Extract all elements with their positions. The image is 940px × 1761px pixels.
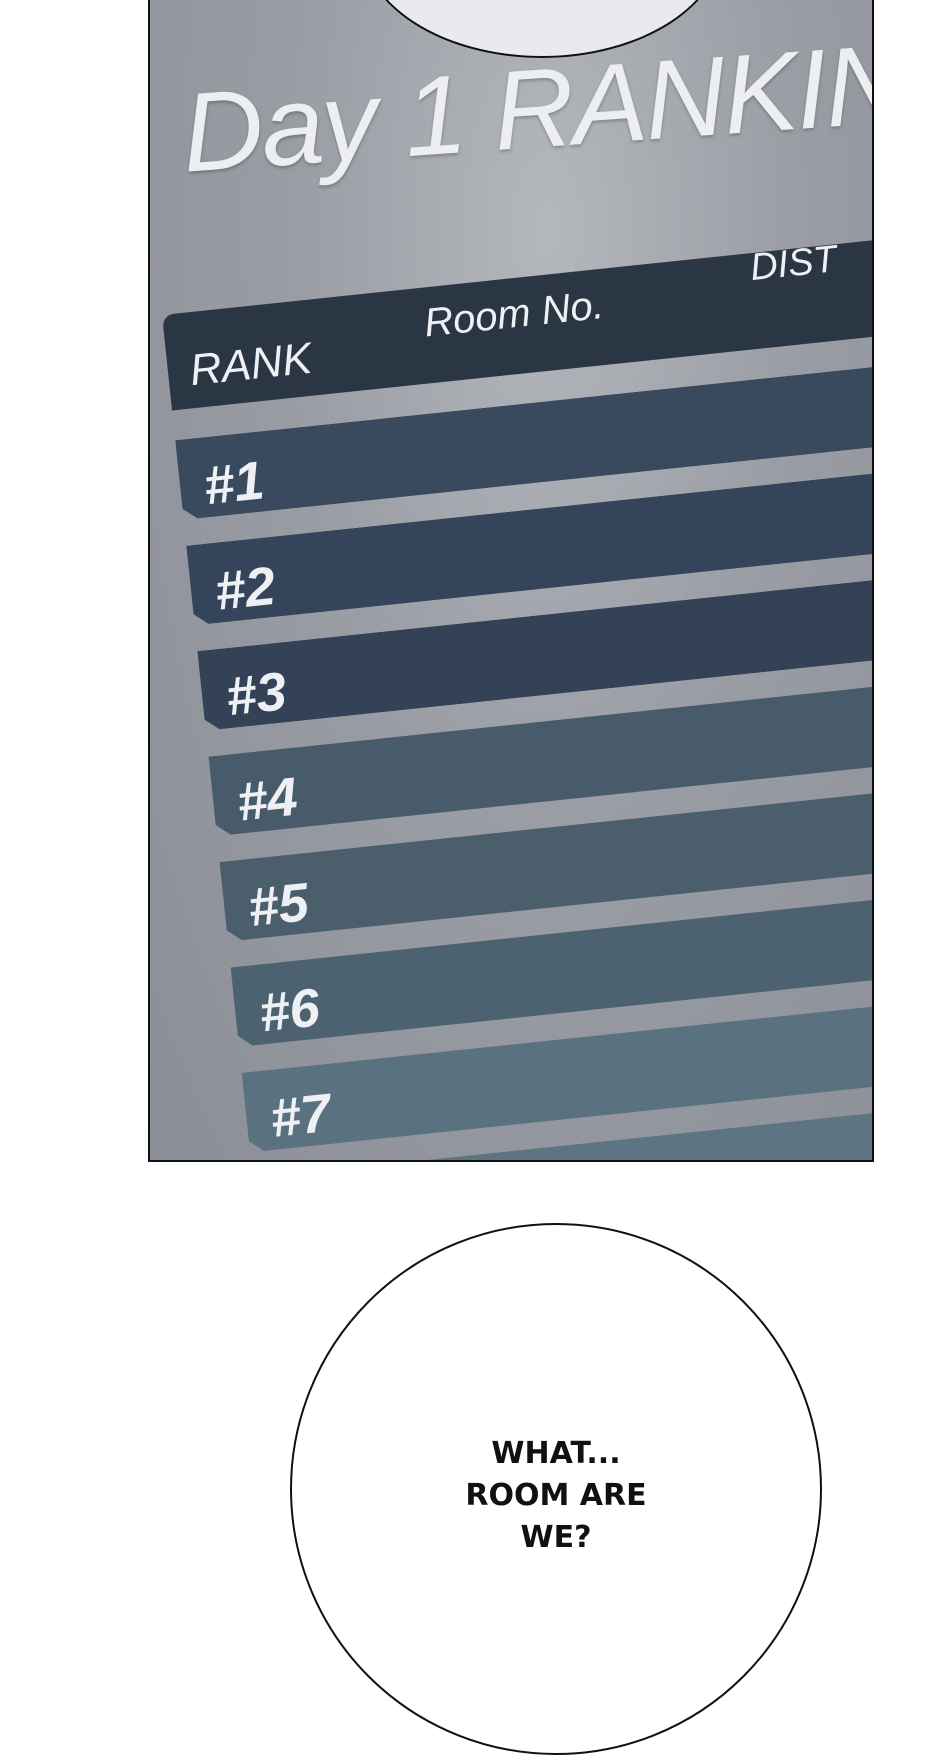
speech-line: ROOM ARE [465, 1478, 647, 1513]
cell-rank: #1 [201, 450, 268, 517]
comic-panel-rankings-board: Day 1 RANKINGS RANK Room No. DIST #11043… [148, 0, 874, 1162]
header-rank: RANK [187, 333, 315, 396]
cell-rank: #7 [267, 1082, 334, 1149]
cell-rank: #6 [256, 977, 323, 1044]
header-room: Room No. [422, 282, 606, 346]
speech-line: WHAT... [491, 1436, 621, 1471]
speech-bubble: WHAT... ROOM ARE WE? [290, 1223, 822, 1755]
header-distance: DIST [748, 238, 839, 290]
cell-rank: #5 [245, 872, 312, 939]
speech-text: WHAT... ROOM ARE WE? [292, 1433, 820, 1559]
rankings-table: RANK Room No. DIST #11043.505#2331.178#3… [162, 229, 872, 1162]
speech-line: WE? [520, 1520, 592, 1555]
cell-rank: #3 [223, 661, 290, 728]
cell-rank: #2 [212, 555, 279, 622]
cell-rank: #4 [234, 766, 301, 833]
